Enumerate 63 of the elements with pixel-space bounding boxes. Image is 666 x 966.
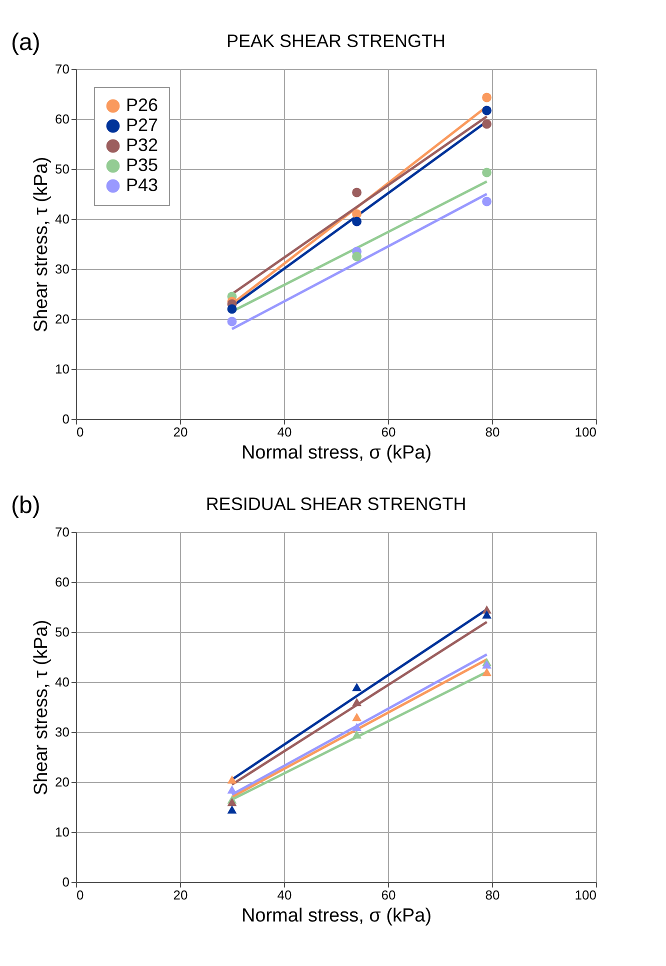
y-tick-label: 50: [55, 162, 70, 176]
x-tick-label: 60: [381, 424, 396, 440]
point: [482, 106, 492, 116]
chart-title: RESIDUAL SHEAR STRENGTH: [206, 494, 466, 514]
x-axis-title: Normal stress, σ (kPa): [241, 906, 432, 926]
x-tick-label: 100: [574, 888, 596, 902]
text: (b): [11, 492, 40, 519]
point: [482, 168, 492, 178]
x-tick-label: 40: [277, 424, 292, 440]
y-tick-label: 0: [62, 412, 70, 426]
y-tick-label: 20: [55, 312, 70, 326]
point: [227, 798, 237, 806]
y-tick-label: 30: [55, 724, 70, 740]
legend-label: P35: [126, 155, 158, 175]
x-tick-label: 40: [277, 888, 292, 902]
point: [352, 682, 362, 692]
x-tick-label: 0: [76, 888, 84, 902]
y-tick-label: 70: [55, 524, 70, 540]
point: [482, 668, 492, 676]
y-tick-label: 30: [55, 262, 70, 276]
y-tick-label: 0: [62, 874, 70, 890]
point: [227, 805, 237, 814]
y-axis-title: Shear stress, τ (kPa): [31, 156, 52, 332]
y-tick-label: 70: [55, 62, 70, 76]
point: [227, 775, 237, 784]
legend-label: P43: [126, 175, 158, 195]
y-tick-label: 20: [55, 774, 70, 790]
point: [482, 660, 492, 669]
x-tick-label: 20: [173, 888, 188, 902]
x-tick-label: 100: [574, 424, 596, 440]
chart-title: PEAK SHEAR STRENGTH: [226, 31, 446, 51]
point: [352, 252, 362, 262]
point: [482, 119, 492, 129]
point: [352, 698, 362, 706]
y-tick-label: 10: [55, 362, 70, 376]
x-axis-title: Normal stress, σ (kPa): [241, 442, 432, 464]
point: [352, 730, 362, 739]
point: [482, 196, 492, 206]
legend-label: P26: [126, 95, 158, 115]
x-tick-label: 20: [173, 424, 188, 440]
y-tick-label: 50: [55, 624, 70, 640]
x-tick-label: 80: [485, 424, 500, 440]
point: [352, 722, 362, 732]
point: [227, 304, 237, 314]
point: [482, 92, 492, 102]
x-tick-label: 60: [381, 888, 396, 902]
point: [352, 712, 362, 722]
y-tick-label: 60: [55, 574, 70, 590]
y-tick-label: 60: [55, 112, 70, 126]
y-axis-title: Shear stress, τ (kPa): [31, 620, 52, 796]
y-tick-label: 40: [55, 674, 70, 690]
point: [227, 785, 237, 794]
y-tick-label: 10: [55, 824, 70, 840]
text: (a): [11, 29, 40, 56]
y-tick-label: 40: [55, 212, 70, 226]
point: [352, 188, 362, 198]
point: [352, 216, 362, 226]
x-tick-label: 80: [485, 888, 500, 902]
point: [482, 610, 492, 619]
point: [227, 316, 237, 326]
legend-label: P27: [126, 115, 158, 135]
x-tick-label: 0: [76, 424, 84, 440]
legend-label: P32: [126, 135, 158, 155]
